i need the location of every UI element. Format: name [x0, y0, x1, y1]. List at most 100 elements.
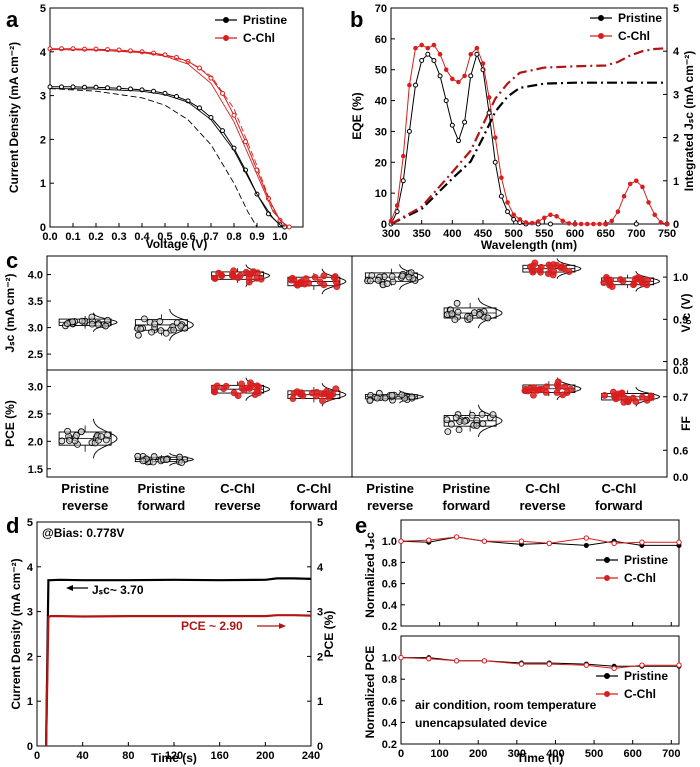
panel-e-pce-plot-frame [400, 635, 680, 745]
panel-c-ff-data-point [625, 396, 633, 404]
panel-b-cchl-eqe-point [658, 220, 664, 225]
panel-c-ff-data-point [522, 385, 530, 393]
panel-e-jsc-y-tick-label: 0.6 [382, 579, 397, 591]
panel-d-pce-annotation: PCE ~ 2.90 [181, 619, 243, 633]
panel-e-jsc-cchl-point [398, 538, 404, 544]
panel-c-ff-y-tick-label: 0.6 [673, 445, 688, 457]
panel-c-ff-data-point [612, 395, 620, 403]
panel-a-data-point [231, 112, 237, 118]
panel-c-ff-data-point [542, 383, 550, 391]
panel-d-x-tick-label: 40 [77, 750, 89, 762]
panel-c-pce-data-point [102, 436, 110, 444]
panel-c-voc-data-point [466, 315, 474, 322]
panel-c-ff-data-point [388, 391, 396, 399]
panel-c-pce-data-point [332, 385, 340, 393]
panel-b-cchl-eqe-point [664, 221, 670, 227]
panel-c-voc-data-point [531, 259, 539, 267]
panel-c-voc-distribution-curve [399, 264, 424, 290]
panel-b-cchl-eqe-point [480, 61, 486, 66]
panel-a-data-point [82, 46, 87, 52]
panel-b-cchl-eqe-point [640, 184, 645, 190]
panel-a-y-tick-label: 1 [40, 178, 46, 190]
panel-e-pce-legend-pristine-label: Pristine [624, 669, 668, 683]
panel-e-jsc-legend-cchl-label: C-Chl [624, 571, 656, 585]
panel-c-category-label: reverse [367, 498, 413, 513]
panel-c-ff-y-axis-label: FF [679, 416, 693, 431]
panel-b-pristine-eqe-point [437, 73, 443, 79]
panel-c-voc-data-point [366, 277, 374, 285]
panel-b-pristine-eqe-point [547, 221, 553, 227]
panel-e-jsc-cchl-point [481, 538, 488, 544]
panel-b-cchl-eqe-point [468, 51, 474, 57]
panel-c-jsc-y-axis-label: Jₛᴄ (mA cm⁻²) [3, 273, 17, 352]
panel-c-category-label: reverse [62, 498, 108, 513]
panel-b-cchl-eqe-point [505, 200, 510, 205]
panel-c-ff-data-point [468, 411, 476, 419]
panel-c-jsc-data-point [78, 317, 86, 325]
panel-c-pce-data-point [134, 452, 142, 460]
panel-e-pce-cchl-line [400, 657, 679, 669]
panel-a-sweep-line [49, 88, 283, 228]
panel-b-y-right-tick-label: 5 [673, 3, 679, 15]
panel-c-jsc-y-tick-label: 2.5 [28, 349, 43, 361]
panel-c-jsc-data-point [245, 278, 253, 286]
panel-c-pce-y-tick-label: 2.5 [28, 409, 43, 421]
panel-b-y-tick-label: 30 [375, 126, 387, 138]
panel-d-y-tick-label: 4 [27, 562, 34, 574]
panel-c-ff-data-point [554, 384, 562, 391]
panel-a-label: a [6, 7, 19, 32]
panel-d-pce-line [45, 614, 312, 747]
panel-c-pce-data-point [238, 380, 245, 388]
panel-a-legend-pristine-label: Pristine [243, 13, 287, 27]
panel-d-x-tick-label: 200 [256, 750, 274, 762]
panel-a-legend-cchl-label: C-Chl [243, 31, 275, 45]
panel-a-data-point [116, 85, 122, 91]
panel-e-jsc-cchl-point [639, 539, 645, 545]
panel-c-ff-data-point [601, 392, 609, 399]
panel-e-pce-cchl-point [398, 654, 404, 661]
panel-e-jsc-plot-frame [400, 519, 680, 627]
panel-a-data-point [286, 224, 292, 230]
panel-a-data-point [220, 128, 225, 134]
panel-b-cchl-eqe-point [499, 175, 504, 181]
panel-c-pce-data-point [210, 388, 218, 396]
panel-a-x-tick-label: 0.2 [88, 231, 103, 243]
panel-d-y-right-tick-label: 4 [317, 562, 324, 574]
panel-c-ff-data-point [444, 428, 452, 436]
panel-a-series-line [50, 86, 285, 228]
panel-c-ff-data-point [489, 411, 497, 419]
panel-c-ff-data-point [632, 398, 640, 405]
panel-b-cchl-eqe-point [486, 95, 492, 100]
panel-b-cchl-eqe-point [621, 193, 627, 199]
panel-b-cchl-eqe-point [597, 221, 602, 227]
panel-b-cchl-eqe-point [388, 218, 394, 224]
panel-a-data-point [47, 46, 53, 52]
panel-b-y-right-tick-label: 0 [673, 219, 679, 231]
panel-b-pristine-eqe-point [425, 51, 431, 57]
panel-b-cchl-eqe-point [603, 221, 608, 227]
panel-e-jsc-y-tick-label: 1.0 [382, 536, 397, 548]
panel-e-pce-legend-pristine-marker [604, 673, 610, 679]
panel-a-y-tick-label: 0 [40, 222, 46, 234]
panel-e-pce-x-tick-label: 500 [585, 748, 603, 760]
panel-c-pce-data-point [319, 397, 326, 405]
panel-c-voc-data-point [388, 273, 396, 280]
panel-b-cchl-eqe-point [456, 79, 461, 85]
panel-d-label: d [6, 513, 19, 538]
panel-e-jsc-cchl-point [676, 539, 682, 545]
panel-b-cchl-eqe-point [419, 42, 424, 48]
panel-c-ff-data-point [647, 394, 655, 402]
panel-c-voc-data-point [405, 273, 413, 281]
panel-c-pce-distribution-curve [92, 418, 118, 459]
panel-e-x-axis-label: Time (h) [517, 751, 563, 765]
panel-e-jsc-cchl-point [426, 537, 432, 543]
panel-b-cchl-eqe-point [450, 76, 455, 82]
panel-c-ff-data-point [455, 426, 463, 434]
panel-c-jsc-data-point [151, 320, 159, 328]
panel-e-pce-x-tick-label: 400 [546, 748, 564, 760]
panel-b-cchl-eqe-point [425, 45, 431, 51]
panel-a-y-tick-label: 3 [40, 91, 46, 103]
panel-e-pce-x-tick-label: 200 [469, 748, 487, 760]
panel-d-pce-arrowhead [279, 623, 286, 629]
